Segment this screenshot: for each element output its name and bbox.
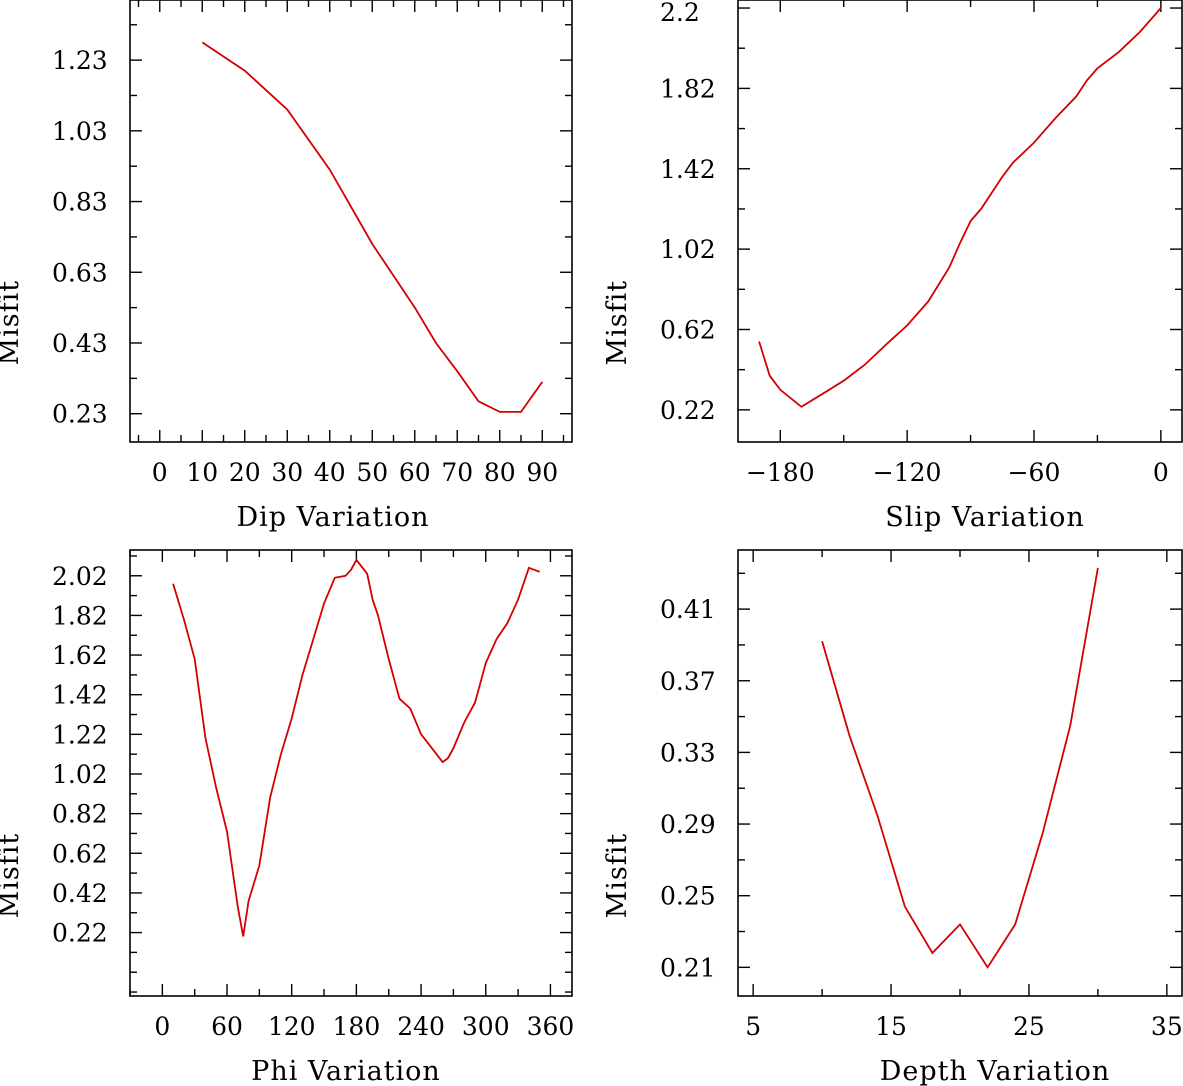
x-axis-title: Slip Variation xyxy=(885,502,1085,533)
y-tick-label: 1.03 xyxy=(52,117,108,146)
y-tick-label: 0.82 xyxy=(52,800,108,829)
y-tick-label: 0.62 xyxy=(52,839,108,868)
x-tick-label: 90 xyxy=(526,458,558,487)
x-tick-label: 50 xyxy=(356,458,388,487)
x-tick-label: 70 xyxy=(441,458,473,487)
x-tick-label: 15 xyxy=(875,1012,907,1041)
y-tick-label: 0.29 xyxy=(660,810,716,839)
y-axis-title: Misfit xyxy=(602,833,633,919)
y-tick-label: 1.62 xyxy=(52,641,108,670)
y-tick-label: 1.02 xyxy=(660,235,716,264)
x-tick-label: 30 xyxy=(271,458,303,487)
x-tick-label: 120 xyxy=(268,1012,316,1041)
y-tick-label: 0.22 xyxy=(660,396,716,425)
x-tick-label: 25 xyxy=(1013,1012,1045,1041)
x-tick-label: 240 xyxy=(397,1012,445,1041)
misfit-series-line xyxy=(172,558,541,937)
x-tick-label: 35 xyxy=(1151,1012,1183,1041)
x-tick-label: 60 xyxy=(399,458,431,487)
y-tick-label: 1.02 xyxy=(52,760,108,789)
y-axis-title: Misfit xyxy=(0,280,25,366)
y-tick-label: 0.43 xyxy=(52,329,108,358)
y-axis-title: Misfit xyxy=(0,833,25,919)
plot-frame xyxy=(129,0,573,443)
x-tick-label: 360 xyxy=(527,1012,575,1041)
y-tick-label: 1.42 xyxy=(660,155,716,184)
plot-frame xyxy=(737,549,1183,997)
misfit-series-line xyxy=(821,567,1099,969)
y-tick-label: 0.63 xyxy=(52,258,108,287)
x-tick-label: 40 xyxy=(314,458,346,487)
panel-slip: 0.22 0.62 1.02 1.42 1.82 2.2 −180 −120 −60 0 Slip … xyxy=(602,0,1183,533)
x-tick-label: −180 xyxy=(746,458,815,487)
x-tick-label: −120 xyxy=(873,458,942,487)
y-tick-label: 0.21 xyxy=(660,953,716,982)
y-tick-label: 1.23 xyxy=(52,46,108,75)
y-tick-label: 1.82 xyxy=(660,74,716,103)
y-tick-label: 0.42 xyxy=(52,879,108,908)
y-axis-title: Misfit xyxy=(602,280,633,366)
x-tick-label: 60 xyxy=(211,1012,243,1041)
x-tick-label: 0 xyxy=(1153,458,1169,487)
y-tick-label: 0.37 xyxy=(660,667,716,696)
y-tick-label: 0.23 xyxy=(52,400,108,429)
misfit-series-line xyxy=(758,7,1162,408)
panel-dip: 0.23 0.43 0.63 0.83 1.03 1.23 0 10 20 30 40 50 60 70 8… xyxy=(0,0,573,533)
x-tick-label: 0 xyxy=(152,458,168,487)
x-tick-label: 10 xyxy=(186,458,218,487)
x-axis-title: Phi Variation xyxy=(251,1056,441,1086)
y-tick-label: 2.02 xyxy=(52,562,108,591)
x-tick-label: 80 xyxy=(484,458,516,487)
x-tick-label: 20 xyxy=(229,458,261,487)
y-tick-label: 0.22 xyxy=(52,919,108,948)
x-axis-title: Depth Variation xyxy=(880,1056,1111,1086)
x-tick-label: 180 xyxy=(333,1012,381,1041)
y-tick-label: 0.41 xyxy=(660,595,716,624)
x-tick-label: 0 xyxy=(154,1012,170,1041)
panel-depth: 0.21 0.25 0.29 0.33 0.37 0.41 5 15 25 35 Depth Var… xyxy=(602,549,1183,1086)
plot-frame xyxy=(129,549,573,997)
y-tick-label: 0.83 xyxy=(52,188,108,217)
y-tick-label: 0.25 xyxy=(660,882,716,911)
x-tick-label: −60 xyxy=(1008,458,1061,487)
panel-phi: 0.22 0.42 0.62 0.82 1.02 1.22 1.42 1.62 1.82 2.02… xyxy=(0,549,575,1086)
plot-frame xyxy=(737,0,1183,443)
y-tick-label: 1.82 xyxy=(52,601,108,630)
y-tick-label: 0.62 xyxy=(660,315,716,344)
y-tick-label: 2.2 xyxy=(660,0,700,27)
x-tick-label: 5 xyxy=(745,1012,761,1041)
x-axis-title: Dip Variation xyxy=(236,502,429,533)
y-tick-label: 1.42 xyxy=(52,681,108,710)
x-tick-label: 300 xyxy=(462,1012,510,1041)
y-tick-label: 0.33 xyxy=(660,738,716,767)
misfit-series-line xyxy=(201,41,544,413)
y-tick-label: 1.22 xyxy=(52,720,108,749)
